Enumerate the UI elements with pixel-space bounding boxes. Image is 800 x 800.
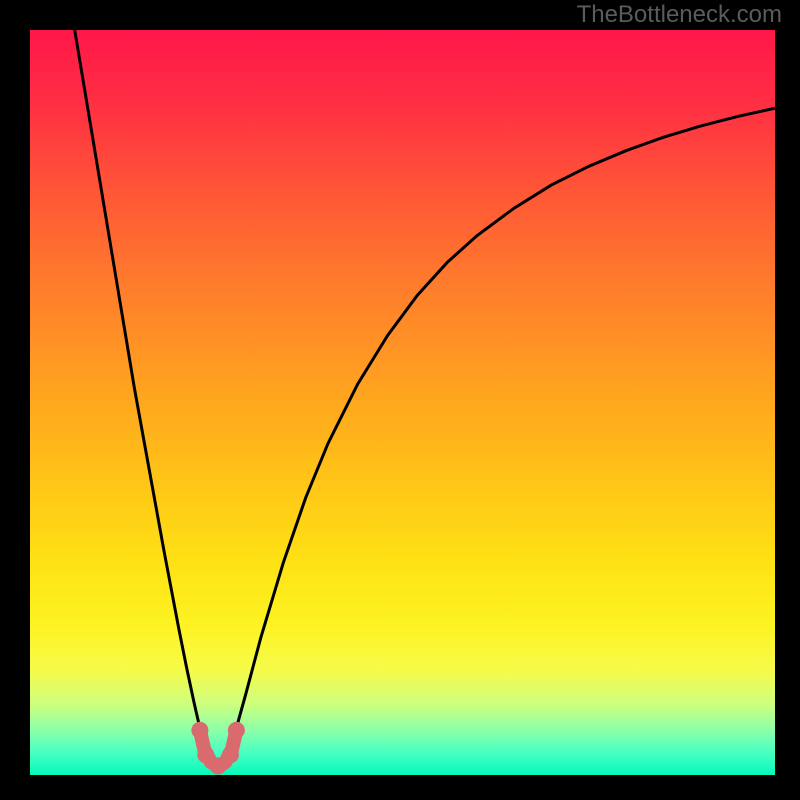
valley-dot [191, 722, 208, 739]
watermark-text: TheBottleneck.com [577, 1, 782, 29]
stage: TheBottleneck.com [0, 0, 800, 800]
valley-dot [222, 746, 239, 763]
valley-dot [228, 722, 245, 739]
chart-svg [0, 0, 800, 800]
plot-background [30, 30, 775, 775]
